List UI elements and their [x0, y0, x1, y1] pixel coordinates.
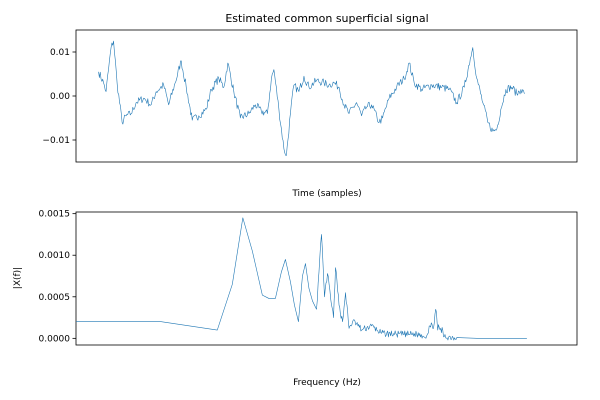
spectrum-y-tick-label: 0.0005: [39, 293, 71, 303]
signal-y-tick-label: 0.00: [50, 92, 70, 102]
signal-series-line: [98, 40, 525, 156]
spectrum-y-tick-label: 0.0000: [39, 334, 71, 344]
signal-plot-frame: [75, 29, 578, 163]
spectrum-y-tick-label: 0.0015: [39, 210, 71, 220]
signal-y-tick-label: −0.01: [42, 136, 70, 146]
spectrum-y-axis-label: |X(f)|: [13, 267, 23, 289]
chart-title: Estimated common superficial signal: [225, 12, 428, 25]
signal-plot-area: [75, 29, 578, 163]
signal-y-tick-label: 0.01: [50, 48, 70, 58]
spectrum-plot-area: [75, 211, 578, 346]
spectrum-plot-frame: [75, 211, 578, 346]
spectrum-y-tick-label: 0.0010: [39, 251, 71, 261]
spectrum-x-axis-label: Frequency (Hz): [293, 378, 361, 388]
spectrum-series-line: [76, 217, 527, 341]
signal-x-axis-label: Time (samples): [291, 189, 361, 199]
